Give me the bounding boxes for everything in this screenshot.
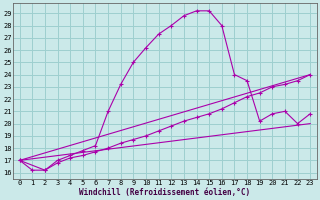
X-axis label: Windchill (Refroidissement éolien,°C): Windchill (Refroidissement éolien,°C) xyxy=(79,188,251,197)
